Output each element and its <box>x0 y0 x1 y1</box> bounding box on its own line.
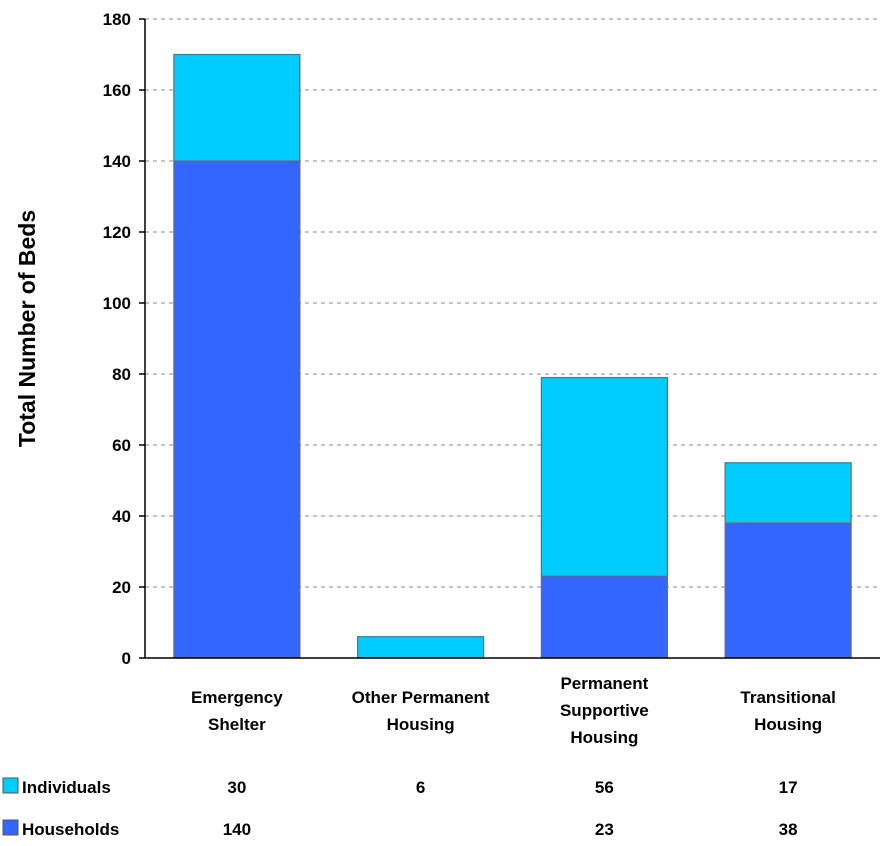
table-value: 38 <box>779 820 798 839</box>
category-label: Shelter <box>208 715 266 734</box>
y-axis-label: Total Number of Beds <box>14 210 40 447</box>
bar-individuals-2 <box>540 376 668 577</box>
legend-swatch-households <box>2 819 19 836</box>
bar-individuals-1 <box>357 636 485 659</box>
y-tick-label: 160 <box>103 81 131 100</box>
category-label: Other Permanent <box>352 688 490 707</box>
category-labels: Emergency Shelter Other Permanent Housing Pe… <box>191 674 836 747</box>
category-label: Permanent <box>560 674 648 693</box>
category-label: Emergency <box>191 688 283 707</box>
legend-label: Individuals <box>22 778 111 797</box>
y-tick-label: 120 <box>103 223 131 242</box>
y-tick-label: 0 <box>122 649 131 668</box>
y-tick-label: 140 <box>103 152 131 171</box>
legend-label: Households <box>22 820 119 839</box>
y-tick-labels: 0 20 40 60 80 100 120 140 160 180 <box>103 10 145 668</box>
category-label: Transitional <box>740 688 835 707</box>
category-label: Housing <box>754 715 822 734</box>
y-tick-label: 80 <box>112 365 131 384</box>
y-tick-label: 180 <box>103 10 131 29</box>
y-tick-label: 40 <box>112 507 131 526</box>
table-value: 6 <box>416 778 425 797</box>
y-tick-label: 100 <box>103 294 131 313</box>
bar-households-2 <box>540 575 668 659</box>
bar-individuals-3 <box>724 462 852 524</box>
y-tick-label: 20 <box>112 578 131 597</box>
category-label: Housing <box>387 715 455 734</box>
y-tick-label: 60 <box>112 436 131 455</box>
axes <box>144 19 880 659</box>
bar-households-0 <box>173 160 301 659</box>
bar-individuals-0 <box>173 53 301 162</box>
table-value: 30 <box>227 778 246 797</box>
category-label: Housing <box>570 728 638 747</box>
table-value: 56 <box>595 778 614 797</box>
table-value: 17 <box>779 778 798 797</box>
table-value: 140 <box>223 820 251 839</box>
table-value: 23 <box>595 820 614 839</box>
legend-swatch-individuals <box>2 777 19 794</box>
category-label: Supportive <box>560 701 649 720</box>
bar-households-3 <box>724 522 852 659</box>
data-table: Individuals 30 6 56 17 Households 140 23 38 <box>2 777 798 839</box>
bars <box>173 53 852 659</box>
